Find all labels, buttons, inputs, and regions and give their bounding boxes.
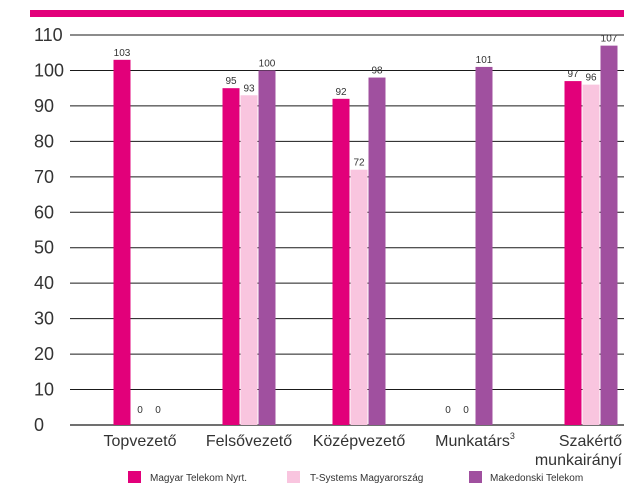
y-tick-label: 80: [34, 131, 54, 151]
y-tick-label: 10: [34, 380, 54, 400]
y-tick-label: 110: [34, 25, 63, 45]
data-label: 92: [335, 87, 347, 98]
x-tick-superscript: 3: [510, 431, 515, 441]
bar: [564, 81, 582, 425]
x-axis-labels: Topvezető Felsővezető Középvezető Munkatárs…: [104, 431, 623, 469]
bar: [600, 45, 618, 426]
data-label: 97: [567, 69, 579, 80]
x-tick-label-line2: munkairányí: [535, 452, 623, 469]
y-axis-ticks: 0 10 20 30 40 50 60 70 80 90 100 110: [34, 25, 64, 435]
bar: [350, 169, 368, 425]
data-label: 0: [155, 405, 161, 416]
data-label: 72: [353, 158, 365, 169]
x-tick-label: Felsővezető: [206, 433, 292, 450]
y-tick-label: 50: [34, 238, 54, 258]
y-tick-label: 100: [34, 60, 64, 80]
data-label: 0: [463, 405, 469, 416]
bar: [240, 95, 258, 425]
legend-label: Makedonski Telekom: [490, 473, 583, 484]
legend-swatch: [287, 471, 300, 483]
y-tick-label: 90: [34, 96, 54, 116]
y-tick-label: 40: [34, 273, 54, 293]
data-label: 101: [476, 55, 493, 66]
x-tick-label: Szakértő: [559, 433, 622, 450]
y-tick-label: 30: [34, 309, 54, 329]
y-tick-label: 60: [34, 202, 54, 222]
x-tick-label: Középvezető: [313, 433, 406, 450]
legend: Magyar Telekom Nyrt. T-Systems Magyarorsz…: [128, 471, 583, 484]
data-label: 0: [445, 405, 451, 416]
bar: [332, 98, 350, 426]
data-label: 103: [114, 48, 131, 59]
bars: 103 0 0 95 93 100 92 72 98 0 0 101 97 96 107: [113, 34, 618, 426]
data-label: 96: [585, 73, 597, 84]
legend-swatch: [128, 471, 141, 483]
bar: [582, 84, 600, 426]
y-tick-label: 0: [34, 415, 44, 435]
data-label: 107: [601, 34, 618, 45]
bar: [475, 66, 493, 425]
bar: [258, 70, 276, 426]
data-label: 95: [225, 76, 237, 87]
top-accent-bar: [30, 10, 624, 17]
data-label: 98: [371, 66, 383, 77]
data-label: 100: [259, 58, 276, 69]
legend-swatch: [469, 471, 482, 483]
y-tick-label: 70: [34, 167, 54, 187]
y-tick-label: 20: [34, 344, 54, 364]
bar: [113, 59, 131, 426]
bar: [368, 77, 386, 425]
bar: [222, 88, 240, 425]
data-label: 93: [243, 83, 255, 94]
x-tick-label: Topvezető: [104, 433, 177, 450]
legend-label: T-Systems Magyarország: [310, 473, 423, 484]
data-label: 0: [137, 405, 143, 416]
legend-label: Magyar Telekom Nyrt.: [150, 473, 247, 484]
x-tick-label: Munkatárs3: [435, 431, 515, 450]
